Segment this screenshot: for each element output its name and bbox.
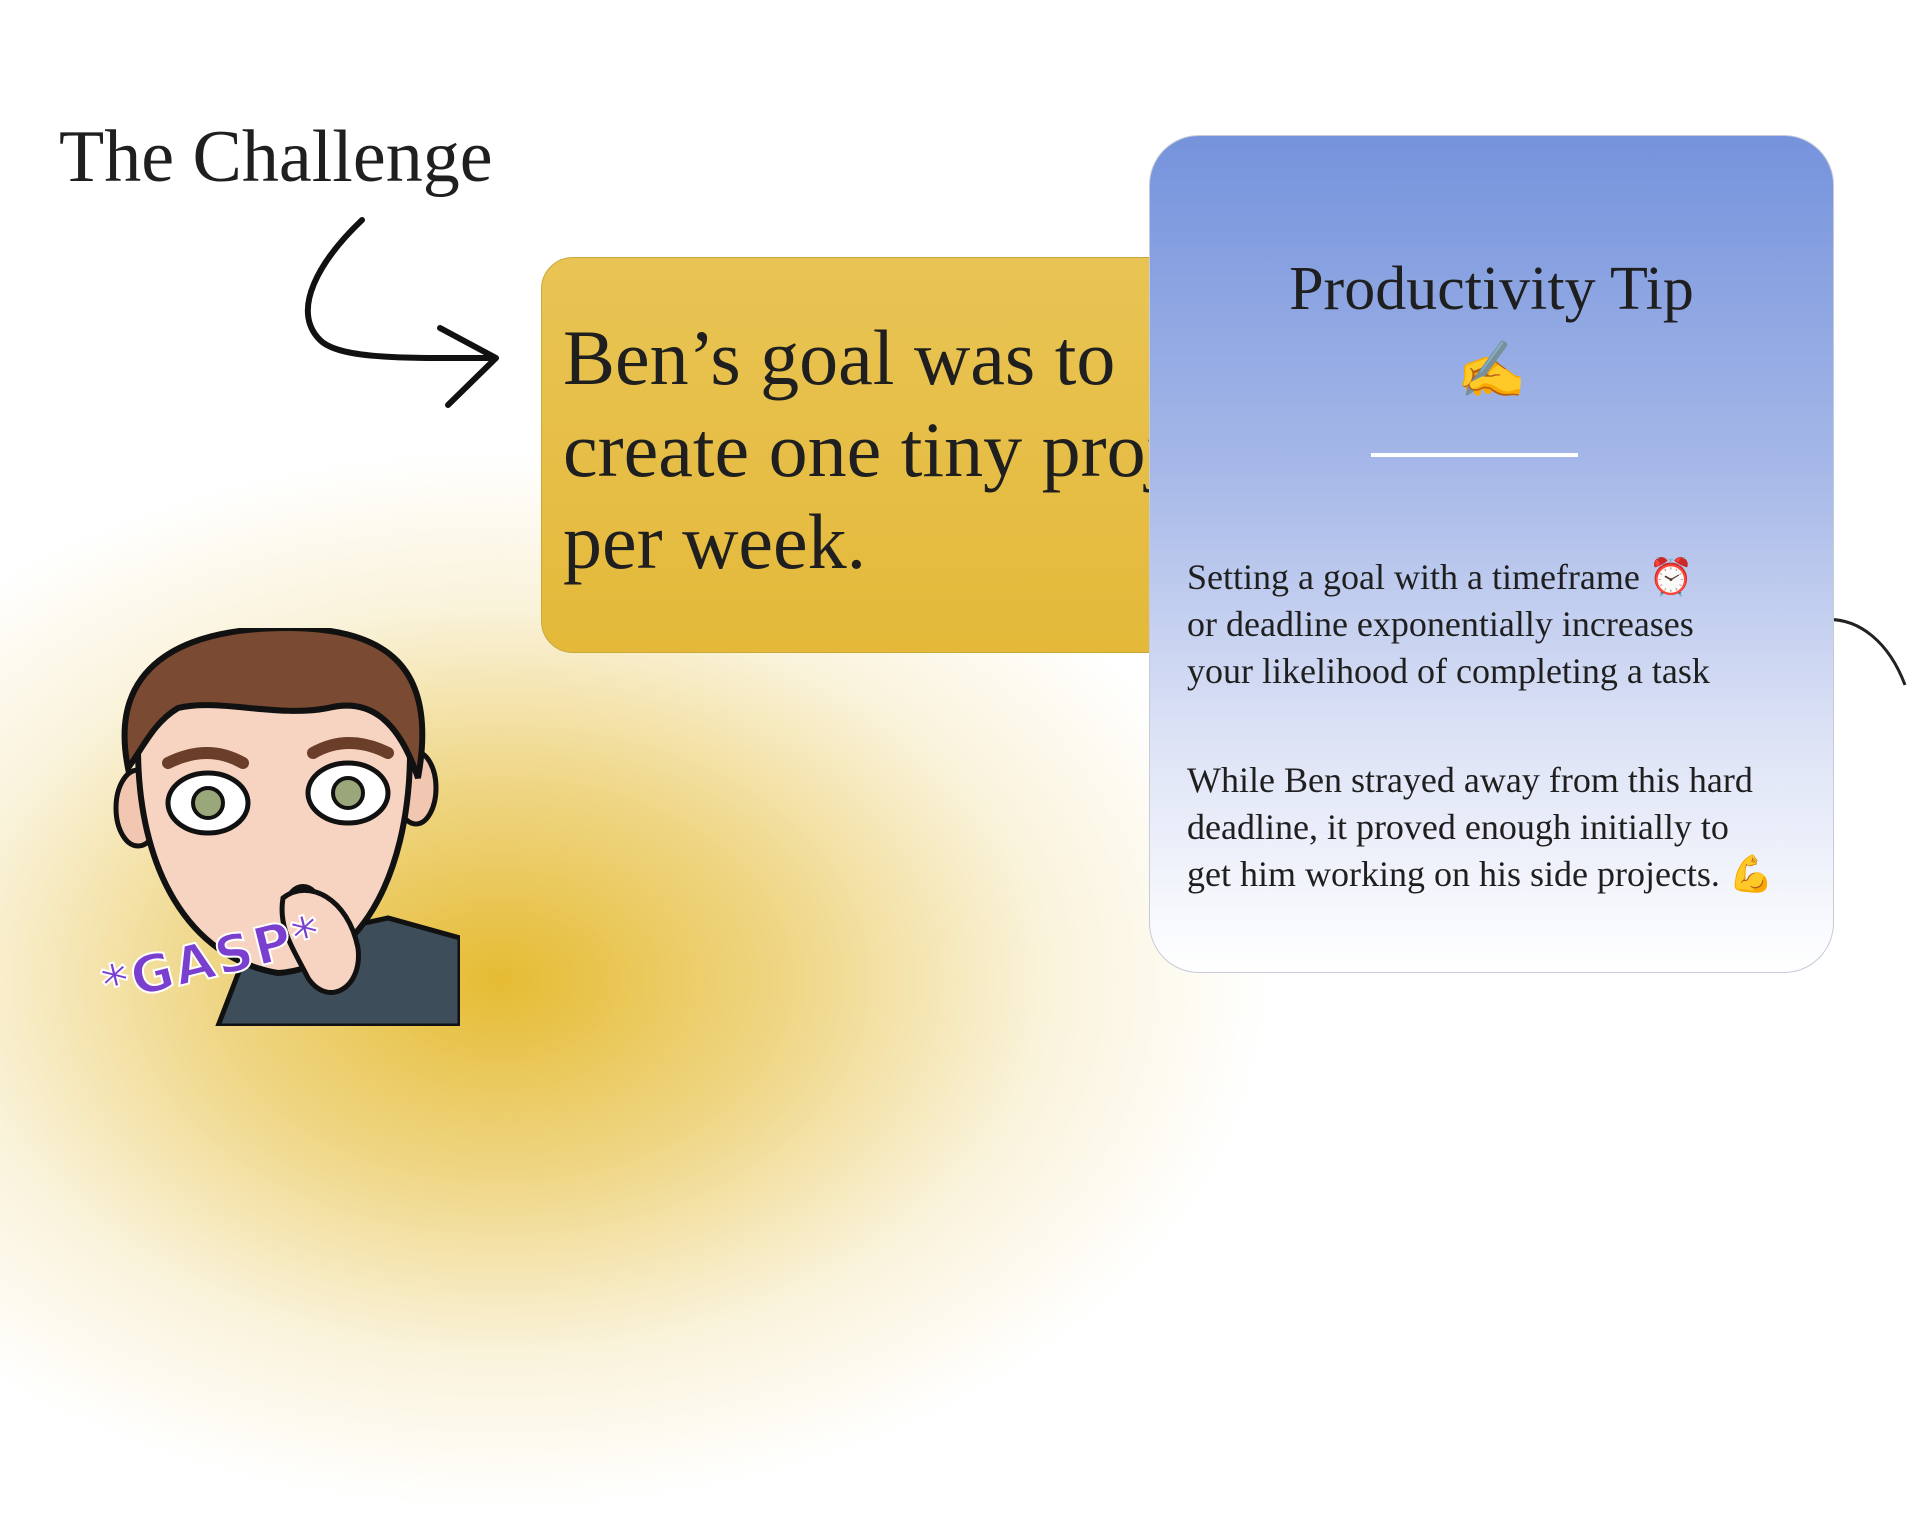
tip-line: get him working on his side projects. 💪: [1187, 854, 1774, 894]
tip-emoji: ✍️: [1456, 338, 1527, 403]
tip-card: Productivity Tip ✍️ Setting a goal with …: [1149, 135, 1834, 973]
slide-title: The Challenge: [59, 116, 493, 198]
page: Slide {"slide": { "title": "The Challeng…: [0, 116, 1907, 1530]
tip-line: deadline, it proved enough initially to: [1187, 807, 1729, 847]
slide: The Challenge Ben’s goal was to create o…: [0, 116, 1907, 1530]
avatar-sticker: [113, 628, 460, 1026]
tip-paragraph: While Ben strayed away from this hard de…: [1187, 757, 1774, 898]
goal-line: per week.: [563, 498, 867, 585]
goal-line: create one tiny project: [563, 406, 1259, 493]
tip-paragraph: Setting a goal with a timeframe ⏰ or dea…: [1187, 554, 1710, 695]
tip-line: or deadline exponentially increases: [1187, 604, 1694, 644]
tip-title: Productivity Tip: [1289, 255, 1694, 323]
tip-line: Setting a goal with a timeframe ⏰: [1187, 557, 1694, 597]
tip-line: your likelihood of completing a task: [1187, 651, 1710, 691]
tip-line: While Ben strayed away from this hard: [1187, 760, 1753, 800]
divider: [1371, 453, 1578, 457]
arrow: [304, 217, 499, 408]
goal-card: Ben’s goal was to create one tiny projec…: [541, 257, 1261, 653]
goal-line: Ben’s goal was to: [563, 314, 1116, 401]
